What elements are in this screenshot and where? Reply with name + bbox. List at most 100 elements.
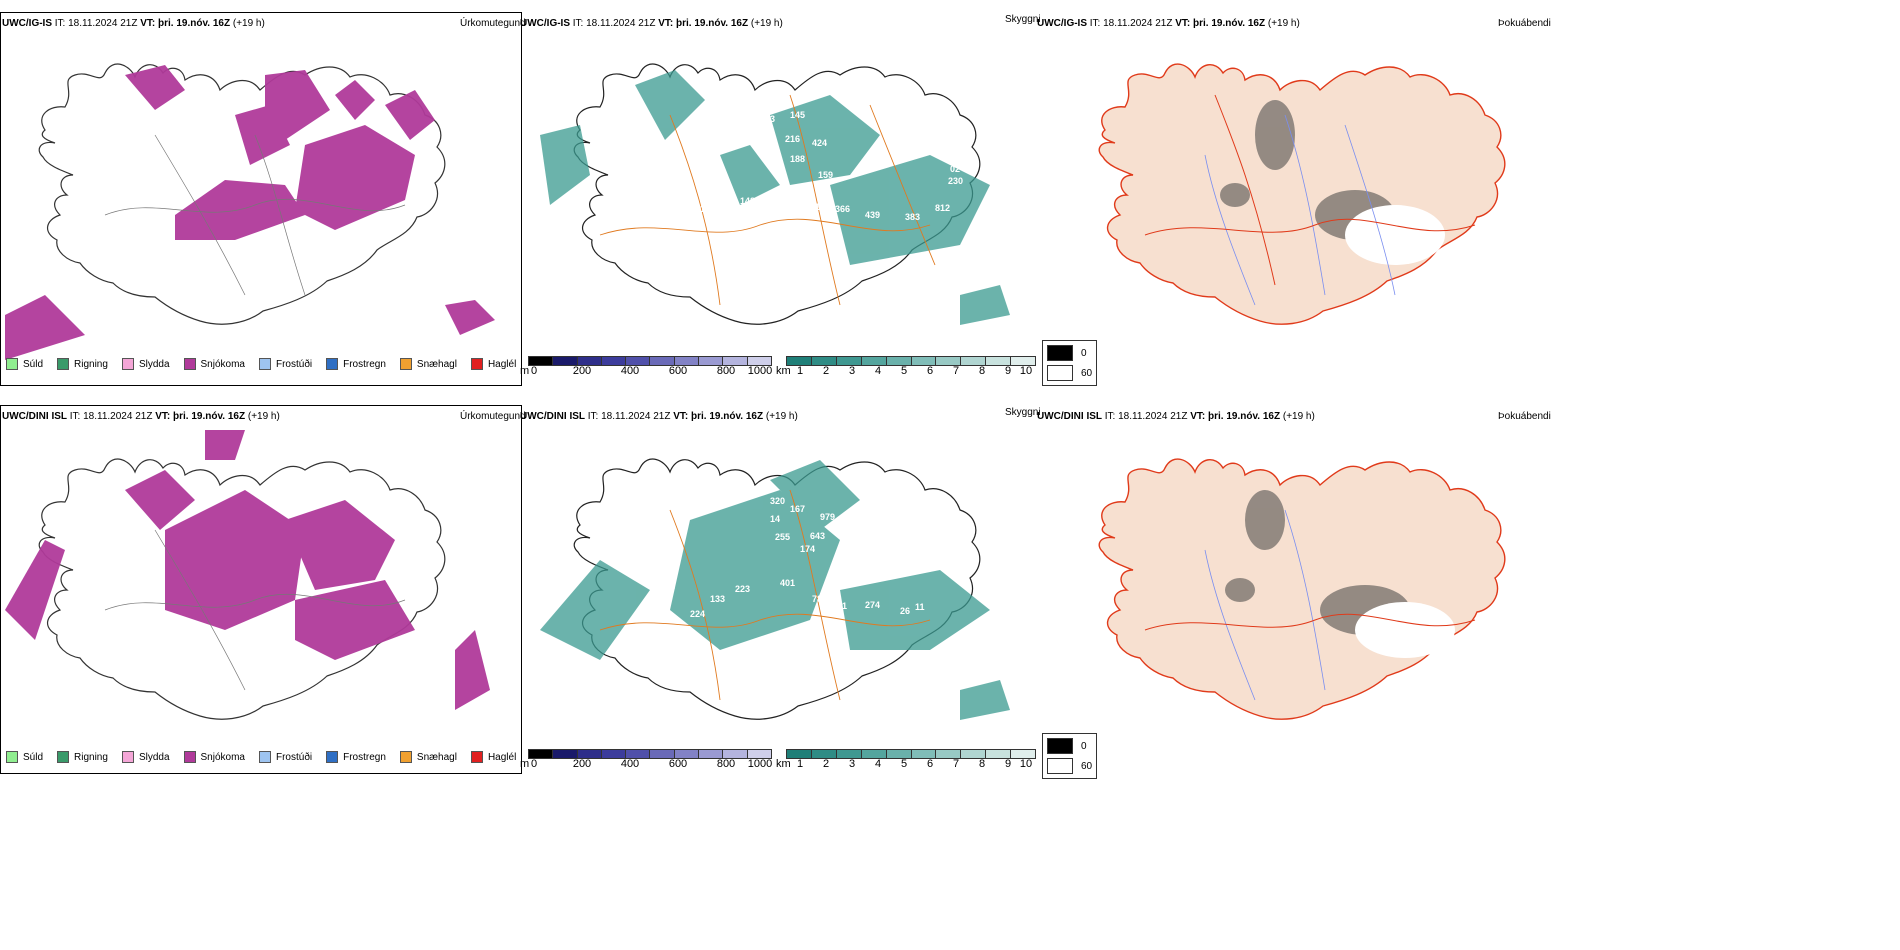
cloud-base-value: 223 <box>735 584 750 594</box>
cloudbase-tick: 1000 <box>747 758 773 770</box>
legend-swatch-frostregn <box>326 358 339 370</box>
run-info-vis-top: UWC/IG-IS IT: 18.11.2024 21Z VT: þri. 19… <box>520 18 783 29</box>
vis-swatch-2 <box>811 357 837 365</box>
fog-legend-row: 0 <box>1047 343 1092 363</box>
cloudbase-tick: 600 <box>668 758 688 770</box>
run-info-precip-bottom: UWC/DINI ISL IT: 18.11.2024 21Z VT: þri.… <box>2 411 280 422</box>
visibility-colorbar-top: km 1 2 3 4 5 6 7 8 9 10 <box>776 356 1036 378</box>
cloud-base-value: 02 <box>950 164 960 174</box>
cloud-base-value: 03 <box>765 114 775 124</box>
cloud-base-value: 361 <box>832 601 847 611</box>
cloudbase-swatch-7 <box>674 750 700 758</box>
vis-swatch-6 <box>911 750 937 758</box>
cloud-base-value: 324 <box>840 579 855 589</box>
cloudbase-swatch-7 <box>674 357 700 365</box>
cloudbase-tick: 800 <box>716 758 736 770</box>
fog-swatch-60 <box>1047 758 1073 774</box>
legend-item-snaehagl: Snæhagl <box>399 751 457 763</box>
legend-item-slydda: Slydda <box>121 358 170 370</box>
visibility-unit: km <box>776 758 791 770</box>
legend-item-rigning: Rigning <box>57 358 108 370</box>
cloudbase-swatch-9 <box>723 750 748 758</box>
cloud-base-value: 424 <box>812 138 827 148</box>
legend-item-snaehagl: Snæhagl <box>399 358 457 370</box>
cloud-base-value: 95 <box>750 214 760 224</box>
vis-swatch-7 <box>936 357 962 365</box>
cloud-base-value: 11 <box>915 602 925 612</box>
legend-item-rigning: Rigning <box>57 751 108 763</box>
panel-title-precip-top: Úrkomutegund <box>460 18 526 29</box>
cloud-base-value: 159 <box>818 170 833 180</box>
legend-item-sudl: Súld <box>6 358 43 370</box>
visibility-tick: 3 <box>848 758 856 770</box>
cloud-base-value: 2 <box>935 114 940 124</box>
legend-swatch-haglel <box>470 751 483 763</box>
cloudbase-swatch-1 <box>529 357 554 365</box>
legend-swatch-rigning <box>57 751 70 763</box>
legend-swatch-slydda <box>121 751 134 763</box>
vis-swatch-4 <box>861 357 887 365</box>
visibility-tick: 3 <box>848 365 856 377</box>
legend-item-sudl: Súld <box>6 751 43 763</box>
vis-swatch-2 <box>811 750 837 758</box>
legend-swatch-snjokoma <box>183 751 196 763</box>
cloud-base-value: 383 <box>905 212 920 222</box>
cloudbase-swatch-9 <box>723 357 748 365</box>
fog-swatch-0 <box>1047 738 1073 754</box>
cloudbase-unit: m <box>520 365 530 377</box>
visibility-tick: 2 <box>822 758 830 770</box>
panel-title-fog-top: Þokuábendi <box>1498 18 1551 29</box>
cloud-base-value: 217 <box>810 202 825 212</box>
vis-swatch-6 <box>911 357 937 365</box>
cloud-base-value: 15 <box>712 202 722 212</box>
cloudbase-colorbar-bottom: m 0 200 400 600 800 1000 <box>520 749 773 771</box>
fog-legend-row: 0 <box>1047 736 1092 756</box>
visibility-unit: km <box>776 365 791 377</box>
legend-swatch-rigning <box>57 358 70 370</box>
visibility-tick: 9 <box>1004 365 1012 377</box>
cloudbase-swatch-6 <box>650 750 675 758</box>
cloud-base-value: 155 <box>780 192 795 202</box>
visibility-tick: 7 <box>952 365 960 377</box>
cloud-base-value: 320 <box>770 496 785 506</box>
cloudbase-swatch-8 <box>699 750 724 758</box>
run-info-fog-bottom: UWC/DINI ISL IT: 18.11.2024 21Z VT: þri.… <box>1037 411 1315 422</box>
fog-swatch-0 <box>1047 345 1073 361</box>
panel-title-fog-bottom: Þokuábendi <box>1498 411 1551 422</box>
legend-swatch-frostudi <box>258 751 271 763</box>
legend-item-haglel: Haglél <box>470 751 516 763</box>
cloudbase-swatch-10 <box>747 750 771 758</box>
fog-swatch-60 <box>1047 365 1073 381</box>
fog-legend-row: 60 <box>1047 756 1092 776</box>
cloud-base-value: 439 <box>865 210 880 220</box>
legend-item-snjokoma: Snjókoma <box>183 751 245 763</box>
legend-swatch-snaehagl <box>399 358 412 370</box>
legend-item-slydda: Slydda <box>121 751 170 763</box>
precip-legend-top: Súld Rigning Slydda Snjókoma Frostúði Fr… <box>6 358 516 370</box>
cloud-base-value: 643 <box>810 531 825 541</box>
vis-swatch-5 <box>886 357 912 365</box>
vis-swatch-1 <box>787 750 812 758</box>
cloudbase-tick: 0 <box>530 365 538 377</box>
visibility-colorbar-swatches <box>786 749 1036 759</box>
cloudbase-swatch-4 <box>601 357 627 365</box>
legend-item-frostregn: Frostregn <box>326 358 386 370</box>
legend-item-frostregn: Frostregn <box>326 751 386 763</box>
visibility-tick: 5 <box>900 365 908 377</box>
cloudbase-swatch-2 <box>553 750 578 758</box>
cloud-base-value: 274 <box>865 600 880 610</box>
visibility-tick: 2 <box>822 365 830 377</box>
legend-item-frostudi: Frostúði <box>258 751 312 763</box>
cloudbase-tick: 200 <box>572 365 592 377</box>
cloudbase-swatch-8 <box>699 357 724 365</box>
cloudbase-swatch-5 <box>626 357 651 365</box>
visibility-colorbar-bottom: km 1 2 3 4 5 6 7 8 9 10 <box>776 749 1036 771</box>
cloudbase-swatch-3 <box>577 357 602 365</box>
cloud-base-value: 216 <box>785 134 800 144</box>
legend-swatch-frostregn <box>326 751 339 763</box>
vis-swatch-10 <box>1011 357 1036 365</box>
cloud-base-value: 188 <box>790 154 805 164</box>
cloud-base-value: 15 <box>700 204 710 214</box>
precip-type-panel-top <box>0 12 522 386</box>
legend-swatch-sudl <box>6 358 18 370</box>
